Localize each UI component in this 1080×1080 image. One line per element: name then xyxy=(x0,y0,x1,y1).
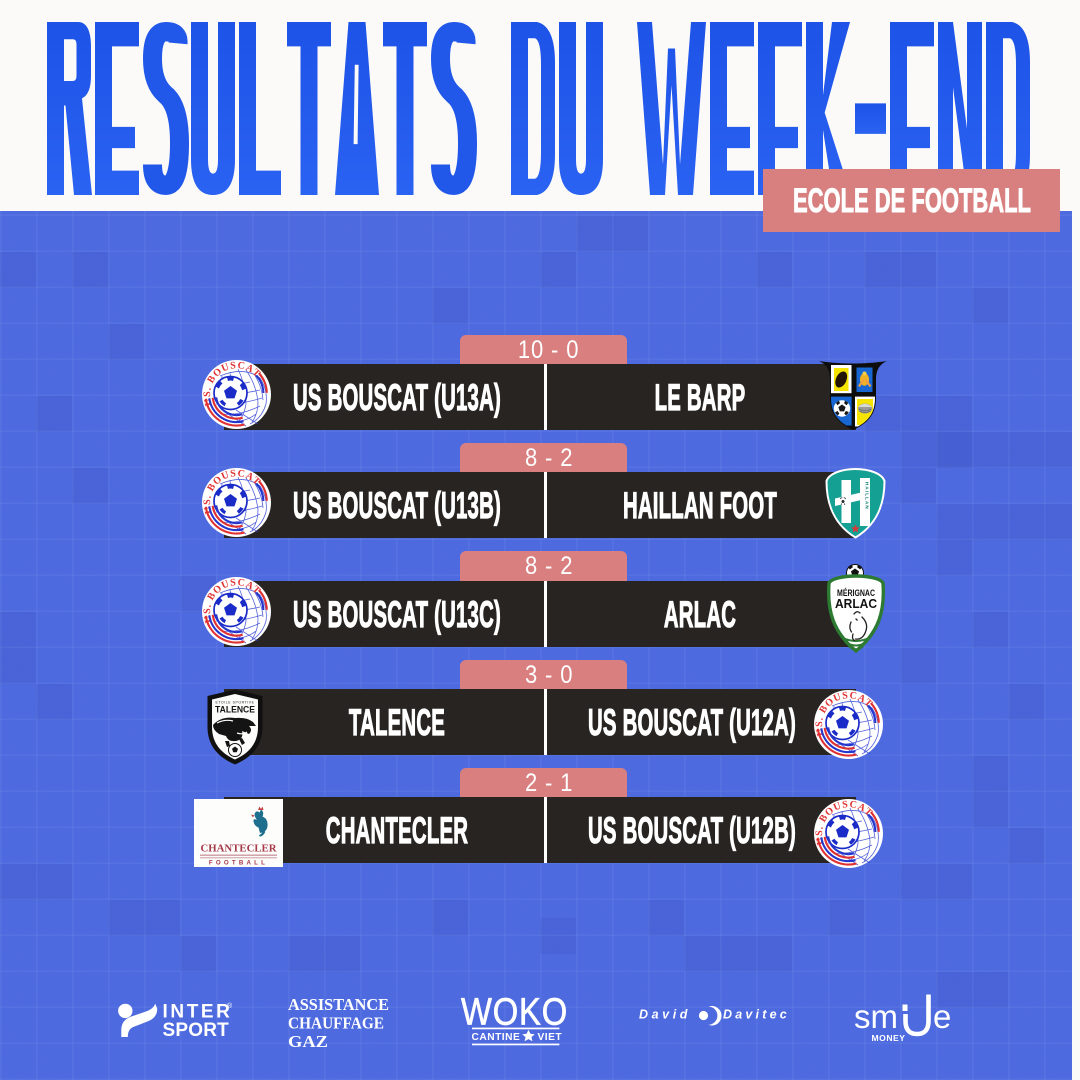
svg-text:WOKO: WOKO xyxy=(461,992,568,1034)
svg-text:David: David xyxy=(639,1008,691,1022)
svg-text:®: ® xyxy=(227,1002,233,1010)
svg-text:TALENCE: TALENCE xyxy=(215,705,255,716)
svg-text:sm: sm xyxy=(854,998,898,1035)
svg-text:INTER: INTER xyxy=(163,1002,233,1023)
svg-text:ARLAC: ARLAC xyxy=(835,597,877,611)
svg-text:HAILLAN: HAILLAN xyxy=(864,482,869,510)
svg-text:ASSISTANCE: ASSISTANCE xyxy=(288,995,389,1014)
svg-text:ETOILE SPORTIVE: ETOILE SPORTIVE xyxy=(215,701,254,705)
svg-text:e: e xyxy=(933,998,951,1035)
svg-text:FOOTBALL: FOOTBALL xyxy=(209,860,268,867)
svg-text:MONEY: MONEY xyxy=(872,1033,906,1043)
svg-text:CHAUFFAGE: CHAUFFAGE xyxy=(288,1013,384,1032)
svg-text:CANTINE: CANTINE xyxy=(472,1032,521,1043)
svg-text:Davitec: Davitec xyxy=(723,1008,790,1022)
svg-text:VIET: VIET xyxy=(538,1032,563,1043)
svg-text:CHANTECLER: CHANTECLER xyxy=(200,843,276,855)
svg-text:SPORT: SPORT xyxy=(163,1020,230,1041)
svg-text:GAZ: GAZ xyxy=(288,1032,328,1051)
svg-text:MÉRIGNAC: MÉRIGNAC xyxy=(837,588,875,598)
